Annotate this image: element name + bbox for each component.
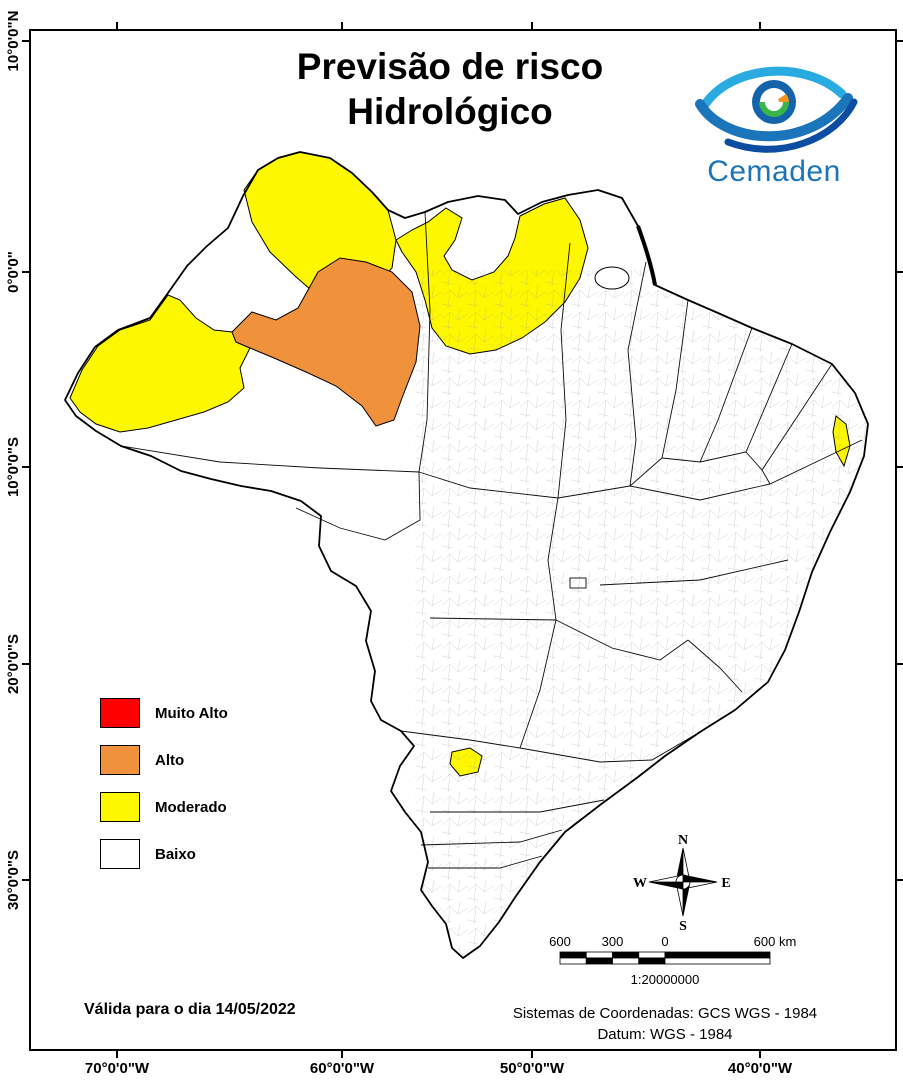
legend-label-baixo: Baixo xyxy=(155,845,196,863)
scale-bar: 600 300 0 600 km 1:20000000 xyxy=(549,934,796,987)
compass-rose: N E S W xyxy=(633,833,731,934)
scale-label-0: 0 xyxy=(661,934,668,949)
lat-label-0: 0°0'0" xyxy=(5,251,22,293)
scale-label-300: 300 xyxy=(602,934,624,949)
legend-label-alto: Alto xyxy=(155,751,185,769)
municipality-boundaries xyxy=(415,270,868,958)
scale-label-600-left: 600 xyxy=(549,934,571,949)
cemaden-eye-icon xyxy=(695,66,858,153)
lon-label-60w: 60°0'0"W xyxy=(310,1060,375,1077)
legend-item-moderado: Moderado xyxy=(100,792,228,822)
coordinate-system-info: Sistemas de Coordenadas: GCS WGS - 1984 … xyxy=(450,1003,880,1045)
legend-item-baixo: Baixo xyxy=(100,839,228,869)
scale-ratio: 1:20000000 xyxy=(631,972,700,987)
cemaden-logo: Cemaden xyxy=(676,50,872,189)
legend-swatch-moderado xyxy=(100,792,140,822)
title-line1: Previsão de risco xyxy=(296,46,604,87)
cemaden-wordmark: Cemaden xyxy=(707,155,841,188)
legend-swatch-baixo xyxy=(100,839,140,869)
scale-label-600km: 600 km xyxy=(754,934,797,949)
distrito-federal xyxy=(569,577,587,589)
compass-n: N xyxy=(678,833,688,848)
compass-s: S xyxy=(679,919,687,934)
title-line2: Hidrológico xyxy=(347,91,553,133)
legend-label-muito-alto: Muito Alto xyxy=(155,704,228,722)
lat-label-10n: 10°0'0"N xyxy=(5,11,22,72)
crs-line2: Datum: WGS - 1984 xyxy=(597,1026,733,1043)
page-title: Previsão de risco Hidrológico xyxy=(215,44,685,134)
compass-e: E xyxy=(721,876,730,891)
state-borders xyxy=(120,211,863,869)
lat-label-10s: 10°0'0"S xyxy=(5,437,22,497)
legend-item-muito-alto: Muito Alto xyxy=(100,698,228,728)
lat-label-20s: 20°0'0"S xyxy=(5,634,22,694)
legend-label-moderado: Moderado xyxy=(155,798,227,816)
crs-line1: Sistemas de Coordenadas: GCS WGS - 1984 xyxy=(512,1005,818,1022)
axis-ticks xyxy=(22,22,903,1058)
validity-date: Válida para o dia 14/05/2022 xyxy=(84,1001,296,1018)
lon-label-40w: 40°0'0"W xyxy=(728,1060,793,1077)
lat-label-30s: 30°0'0"S xyxy=(5,850,22,910)
legend-swatch-muito-alto xyxy=(100,698,140,728)
lon-label-70w: 70°0'0"W xyxy=(85,1060,150,1077)
legend-swatch-alto xyxy=(100,745,140,775)
map-frame xyxy=(29,29,897,1051)
lon-label-50w: 50°0'0"W xyxy=(500,1060,565,1077)
legend-item-alto: Alto xyxy=(100,745,228,775)
marajo-island xyxy=(594,266,630,290)
compass-w: W xyxy=(633,876,647,891)
brazil-outline xyxy=(64,151,869,959)
legend: Muito Alto Alto Moderado Baixo xyxy=(100,698,228,886)
